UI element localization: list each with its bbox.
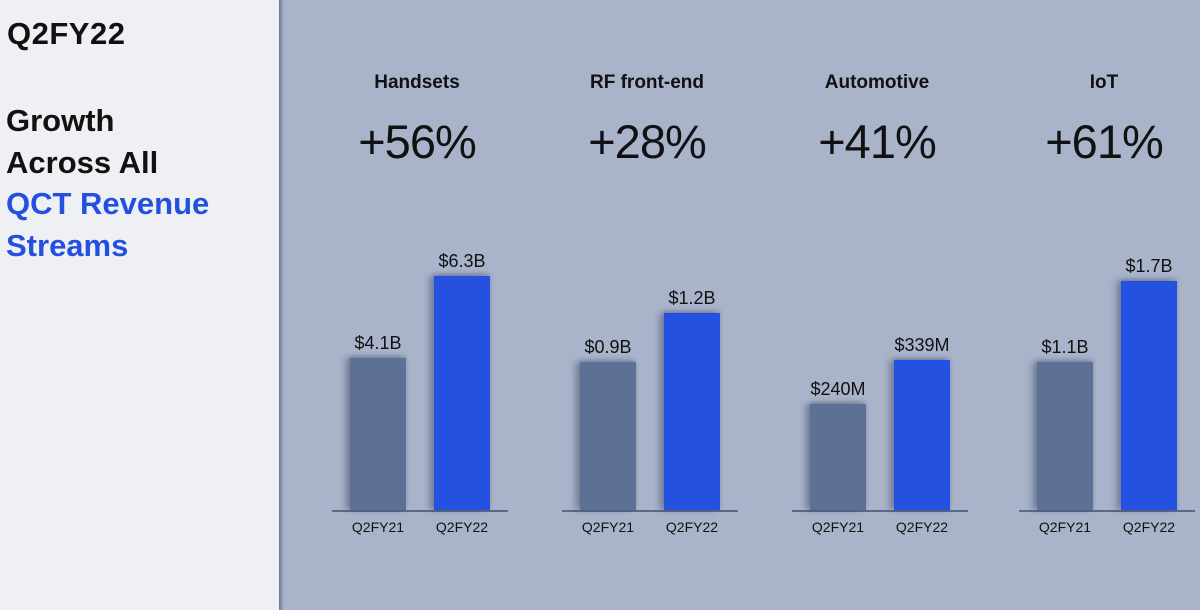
bar-value-label: $0.9B bbox=[584, 337, 632, 357]
bar-q2fy21 bbox=[580, 362, 636, 510]
headline-line-1: Growth bbox=[6, 103, 115, 138]
x-tick-label: Q2FY22 bbox=[665, 519, 719, 535]
sidebar: Q2FY22 Growth Across All QCT Revenue Str… bbox=[0, 0, 279, 610]
bar-value-label: $339M bbox=[894, 335, 950, 355]
bar-value-label: $1.1B bbox=[1041, 337, 1089, 357]
headline-accent-line-2: Streams bbox=[6, 227, 129, 263]
panel-title: Handsets bbox=[374, 72, 460, 93]
headline-line-2: Across All bbox=[6, 144, 159, 180]
bar-q2fy22 bbox=[894, 360, 950, 510]
x-axis-baseline bbox=[792, 510, 968, 512]
bar-value-label: $240M bbox=[810, 379, 866, 399]
bar-value-label: $1.2B bbox=[668, 288, 716, 308]
bar-q2fy21 bbox=[1037, 362, 1093, 510]
x-axis-baseline bbox=[332, 510, 508, 512]
bar-value-label: $6.3B bbox=[438, 251, 486, 271]
bar-q2fy22 bbox=[664, 313, 720, 510]
panel-title: IoT bbox=[1089, 72, 1119, 93]
chart-area: Handsets +56% $4.1B Q2FY21 $6.3B Q2FY22 RF fro… bbox=[284, 0, 1200, 610]
growth-percent: +61% bbox=[1045, 115, 1164, 168]
growth-percent: +56% bbox=[358, 115, 477, 168]
chart-panel-2: RF front-end +28% $0.9B Q2FY21 $1.2B Q2FY22 bbox=[562, 0, 738, 610]
headline: Growth Across All QCT Revenue Streams bbox=[6, 100, 209, 266]
chart-panel-4: IoT +61% $1.1B Q2FY21 $1.7B Q2FY22 bbox=[1019, 0, 1195, 610]
x-tick-label: Q2FY22 bbox=[435, 519, 489, 535]
x-tick-label: Q2FY21 bbox=[811, 519, 865, 535]
growth-percent: +28% bbox=[588, 115, 707, 168]
x-tick-label: Q2FY21 bbox=[1038, 519, 1092, 535]
bar-q2fy21 bbox=[350, 358, 406, 510]
chart-panel-1: Handsets +56% $4.1B Q2FY21 $6.3B Q2FY22 bbox=[332, 0, 508, 610]
bar-q2fy21 bbox=[810, 404, 866, 510]
headline-accent-line-1: QCT Revenue bbox=[6, 186, 210, 221]
x-tick-label: Q2FY22 bbox=[895, 519, 949, 535]
bar-value-label: $1.7B bbox=[1125, 256, 1173, 276]
x-axis-baseline bbox=[562, 510, 738, 512]
x-tick-label: Q2FY21 bbox=[581, 519, 635, 535]
bar-q2fy22 bbox=[434, 276, 490, 510]
x-tick-label: Q2FY22 bbox=[1122, 519, 1176, 535]
panel-title: RF front-end bbox=[590, 72, 704, 93]
bar-q2fy22 bbox=[1121, 281, 1177, 510]
panel-divider bbox=[279, 0, 284, 610]
chart-panel-3: Automotive +41% $240M Q2FY21 $339M Q2FY22 bbox=[792, 0, 968, 610]
growth-percent: +41% bbox=[818, 115, 937, 168]
period-label: Q2FY22 bbox=[7, 16, 126, 51]
x-tick-label: Q2FY21 bbox=[351, 519, 405, 535]
panel-title: Automotive bbox=[824, 72, 930, 93]
x-axis-baseline bbox=[1019, 510, 1195, 512]
bar-value-label: $4.1B bbox=[354, 333, 402, 353]
